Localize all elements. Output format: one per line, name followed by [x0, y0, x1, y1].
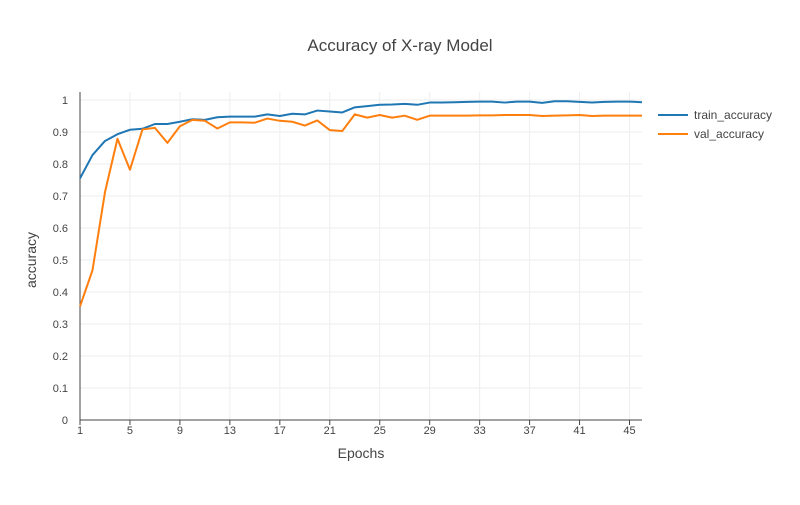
x-tick-label: 17 [274, 425, 286, 437]
legend-label: train_accuracy [694, 108, 772, 122]
y-axis-title: accuracy [23, 232, 39, 288]
series-line-train-accuracy [79, 100, 643, 179]
chart-title: Accuracy of X-ray Model [307, 36, 492, 55]
legend-label: val_accuracy [694, 127, 764, 141]
y-tick-label: 0.7 [53, 191, 68, 203]
tick-labels: 1 5 9 13 17 21 25 29 33 37 41 45 0 0.1 0.2 0.3 0.4 0.5 0.6… [53, 95, 636, 437]
x-axis-title: Epochs [338, 445, 385, 461]
y-tick-label: 1 [62, 95, 68, 107]
y-tick-label: 0.6 [53, 223, 68, 235]
x-tick-label: 25 [374, 425, 386, 437]
y-tick-label: 0.3 [53, 319, 68, 331]
x-tick-label: 33 [474, 425, 486, 437]
y-tick-label: 0.9 [53, 127, 68, 139]
x-tick-label: 21 [324, 425, 336, 437]
axes [79, 92, 642, 421]
x-tick-label: 5 [127, 425, 133, 437]
x-tick-label: 37 [523, 425, 535, 437]
series-lines [79, 100, 643, 307]
y-tick-label: 0.8 [53, 159, 68, 171]
y-tick-label: 0 [62, 415, 68, 427]
y-tick-label: 0.1 [53, 383, 68, 395]
x-tick-label: 29 [424, 425, 436, 437]
grid-lines [80, 92, 642, 420]
x-tick-label: 13 [224, 425, 236, 437]
y-tick-label: 0.4 [53, 287, 68, 299]
x-tick-label: 41 [573, 425, 585, 437]
legend[interactable]: train_accuracy val_accuracy [658, 108, 772, 141]
series-line-val-accuracy [79, 113, 642, 307]
x-tick-label: 1 [77, 425, 83, 437]
legend-item-val-accuracy[interactable]: val_accuracy [658, 127, 764, 141]
x-tick-label: 45 [623, 425, 635, 437]
y-tick-label: 0.2 [53, 351, 68, 363]
legend-item-train-accuracy[interactable]: train_accuracy [658, 108, 772, 122]
x-tick-label: 9 [177, 425, 183, 437]
y-tick-label: 0.5 [53, 255, 68, 267]
